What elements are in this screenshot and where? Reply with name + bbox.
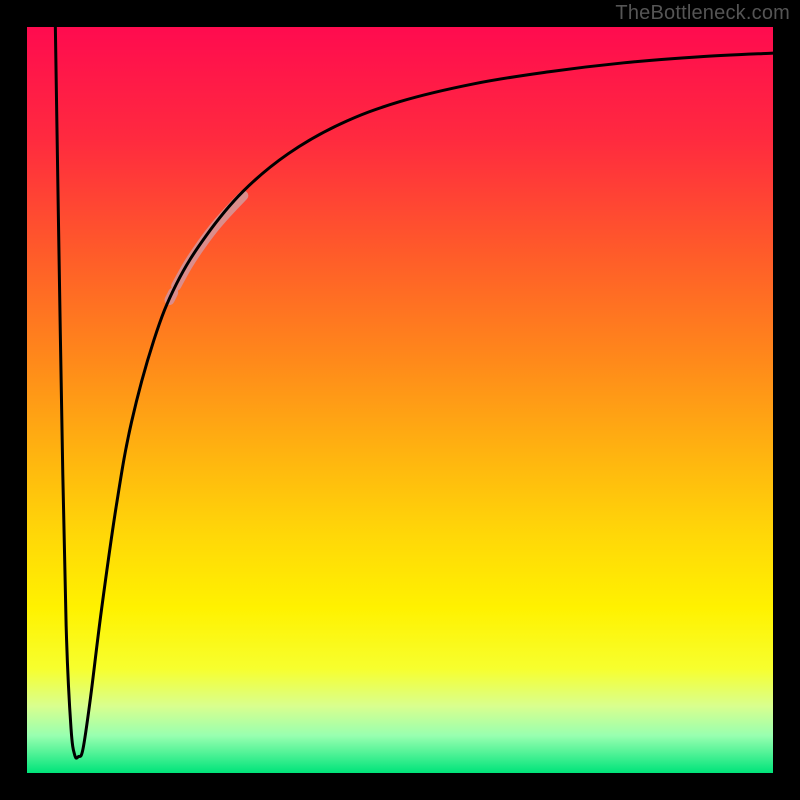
- attribution-text: TheBottleneck.com: [615, 2, 790, 25]
- chart-canvas: [0, 0, 800, 800]
- bottleneck-chart: TheBottleneck.com: [0, 0, 800, 800]
- plot-background: [27, 27, 773, 773]
